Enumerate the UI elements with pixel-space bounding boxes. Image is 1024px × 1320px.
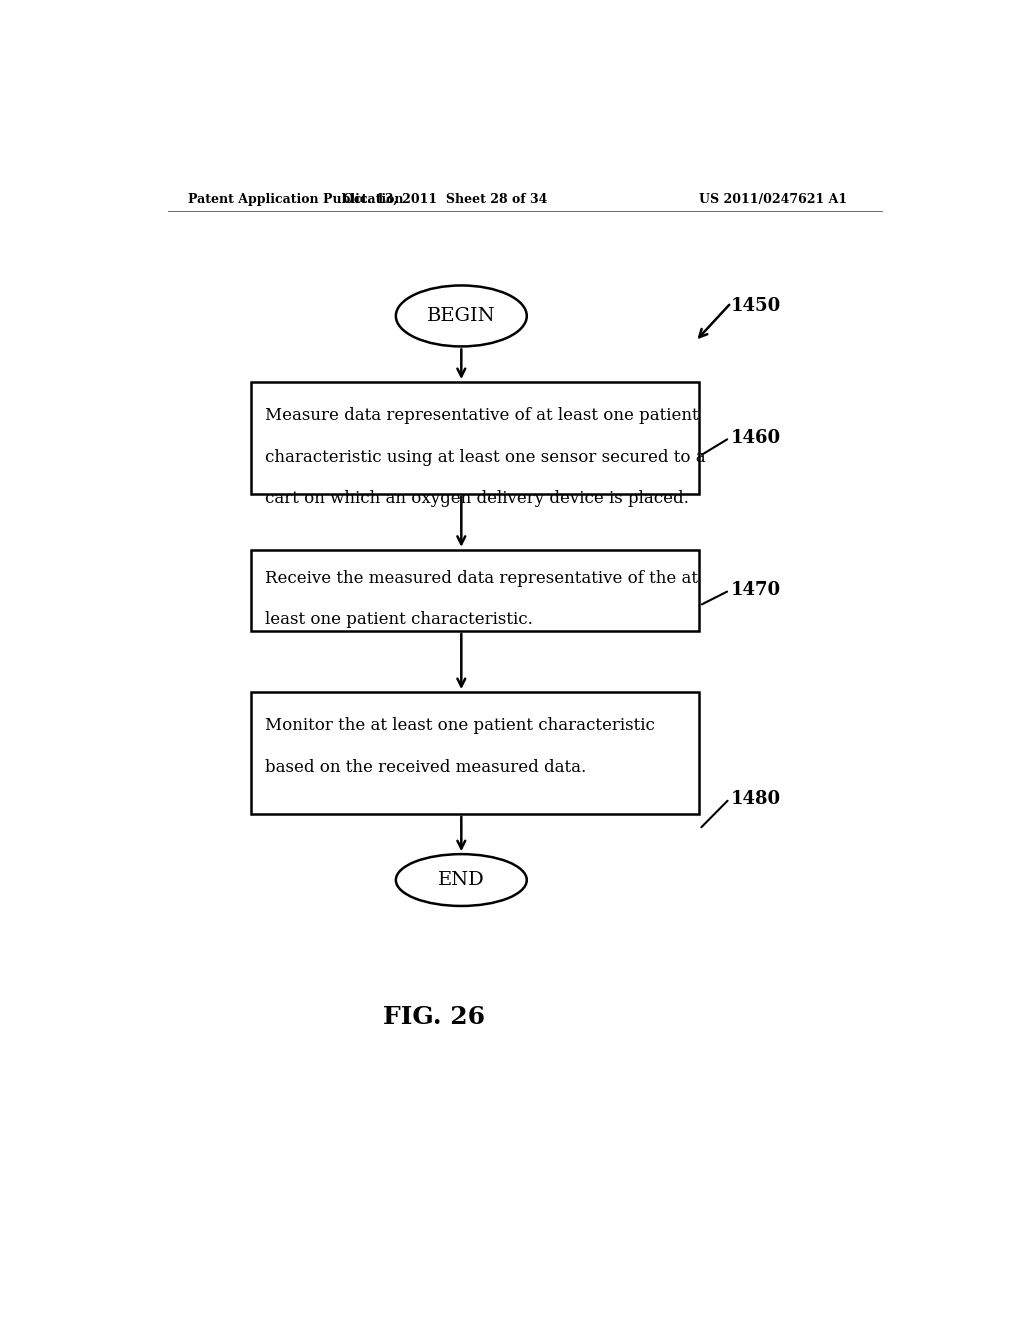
FancyBboxPatch shape: [251, 549, 699, 631]
FancyBboxPatch shape: [251, 381, 699, 494]
Text: Monitor the at least one patient characteristic: Monitor the at least one patient charact…: [265, 718, 655, 734]
FancyBboxPatch shape: [251, 692, 699, 814]
Text: 1470: 1470: [731, 581, 781, 599]
Text: US 2011/0247621 A1: US 2011/0247621 A1: [699, 193, 848, 206]
Text: cart on which an oxygen delivery device is placed.: cart on which an oxygen delivery device …: [265, 490, 689, 507]
Text: Patent Application Publication: Patent Application Publication: [187, 193, 403, 206]
Text: 1480: 1480: [731, 789, 781, 808]
Text: Measure data representative of at least one patient: Measure data representative of at least …: [265, 408, 699, 425]
Text: characteristic using at least one sensor secured to a: characteristic using at least one sensor…: [265, 449, 706, 466]
Text: Receive the measured data representative of the at: Receive the measured data representative…: [265, 570, 698, 587]
Text: Oct. 13, 2011  Sheet 28 of 34: Oct. 13, 2011 Sheet 28 of 34: [343, 193, 548, 206]
Text: END: END: [438, 871, 484, 890]
Text: least one patient characteristic.: least one patient characteristic.: [265, 611, 534, 628]
Text: based on the received measured data.: based on the received measured data.: [265, 759, 587, 776]
Text: 1460: 1460: [731, 429, 781, 447]
Ellipse shape: [396, 285, 526, 346]
Text: 1450: 1450: [731, 297, 781, 314]
Text: FIG. 26: FIG. 26: [383, 1006, 484, 1030]
Ellipse shape: [396, 854, 526, 906]
Text: BEGIN: BEGIN: [427, 308, 496, 325]
